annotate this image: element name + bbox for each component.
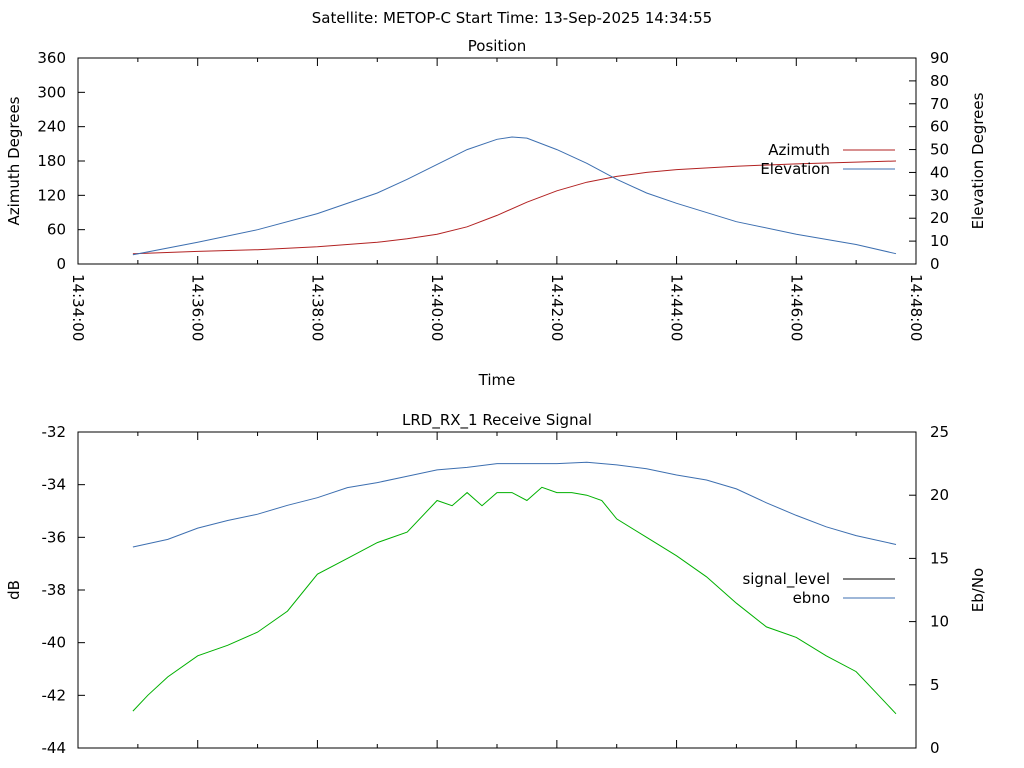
legend-label: signal_level (742, 570, 830, 589)
x-axis-label: Time (478, 371, 516, 389)
x-tick-label: 14:48:00 (907, 274, 925, 341)
y-tick-label: -44 (42, 739, 67, 757)
y2-tick-label: 10 (930, 613, 949, 631)
figure-title: Satellite: METOP-C Start Time: 13-Sep-20… (312, 9, 712, 27)
y-tick-label: -38 (42, 581, 67, 599)
legend-label: ebno (793, 589, 830, 607)
y2-tick-label: 10 (930, 232, 949, 250)
x-tick-label: 14:36:00 (189, 274, 207, 341)
receive-signal-panel: LRD_RX_1 Receive Signal -32 -34 -36 -38 -40 -4… (5, 411, 987, 757)
chart-title: Position (468, 37, 526, 55)
y-tick-label: -42 (42, 686, 67, 704)
x-tick-label: 14:40:00 (428, 274, 446, 341)
legend-label: Azimuth (768, 141, 830, 159)
y2-tick-label: 20 (930, 486, 949, 504)
series-line-azimuth (132, 160, 897, 255)
y-tick-label: 60 (47, 221, 66, 239)
y2-axis-label: Eb/No (969, 568, 987, 612)
x-tick-label: 14:46:00 (787, 274, 805, 341)
legend-label: Elevation (760, 160, 830, 178)
y2-axis-label: Elevation Degrees (969, 92, 987, 229)
series-line-ebno (132, 461, 897, 548)
x-tick-label: 14:38:00 (308, 274, 326, 341)
y-tick-label: -32 (42, 423, 67, 441)
y2-tick-label: 5 (930, 676, 940, 694)
x-tick-label: 14:42:00 (548, 274, 566, 341)
y-tick-label: -40 (42, 634, 67, 652)
y-tick-label: 0 (56, 255, 66, 273)
y2-tick-label: 60 (930, 118, 949, 136)
y-tick-label: 120 (37, 186, 66, 204)
y-tick-label: 240 (37, 118, 66, 136)
position-panel: Position 14:34:00 14:36:00 14:38:00 14:40:00… (5, 37, 987, 389)
x-tick-label: 14:44:00 (668, 274, 686, 341)
y2-tick-label: 70 (930, 95, 949, 113)
chart-title: LRD_RX_1 Receive Signal (402, 411, 592, 430)
y-tick-label: -36 (42, 528, 67, 546)
y-tick-label: 300 (37, 83, 66, 101)
y2-tick-label: 0 (930, 255, 940, 273)
y2-tick-label: 0 (930, 739, 940, 757)
plot-frame (77, 431, 917, 749)
y-axis-label: Azimuth Degrees (5, 96, 23, 225)
y2-tick-label: 90 (930, 49, 949, 67)
series-line-signal-level (132, 486, 897, 715)
y-tick-label: 180 (37, 152, 66, 170)
y2-tick-label: 80 (930, 72, 949, 90)
y2-tick-label: 40 (930, 163, 949, 181)
y-axis-label: dB (5, 580, 23, 600)
y-tick-label: 360 (37, 49, 66, 67)
series-line-elevation (132, 136, 897, 256)
y2-tick-label: 25 (930, 423, 949, 441)
y2-tick-label: 50 (930, 141, 949, 159)
y2-tick-label: 30 (930, 186, 949, 204)
x-tick-label: 14:34:00 (69, 274, 87, 341)
y2-tick-label: 20 (930, 209, 949, 227)
y-tick-label: -34 (42, 476, 67, 494)
y2-tick-label: 15 (930, 549, 949, 567)
